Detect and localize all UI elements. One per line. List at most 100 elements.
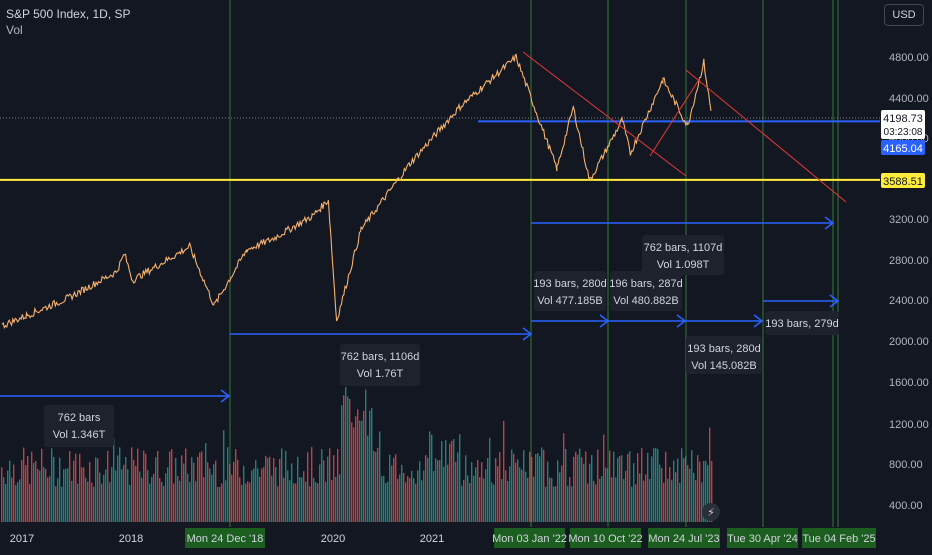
volume-bar bbox=[489, 437, 491, 522]
measure-label-line2: Vol 1.76T bbox=[357, 368, 404, 380]
volume-bar bbox=[149, 483, 151, 522]
measure-label-line1: 193 bars, 280d bbox=[687, 343, 760, 355]
volume-bar bbox=[233, 461, 235, 522]
volume-bar bbox=[331, 479, 333, 522]
volume-bar bbox=[647, 452, 649, 522]
volume-bar bbox=[77, 483, 79, 522]
time-axis-label: 2017 bbox=[10, 533, 34, 545]
volume-bar bbox=[351, 422, 353, 522]
measure-label-box bbox=[642, 235, 724, 275]
volume-bar bbox=[323, 460, 325, 522]
time-axis-highlight bbox=[494, 528, 565, 548]
volume-bar bbox=[485, 469, 487, 522]
volume-bar bbox=[117, 455, 119, 522]
measure-label-box bbox=[686, 336, 762, 374]
volume-bar bbox=[259, 476, 261, 522]
volume-bar bbox=[423, 470, 425, 522]
volume-bar bbox=[63, 469, 65, 522]
volume-bar bbox=[667, 478, 669, 522]
volume-bar bbox=[125, 456, 127, 522]
price-axis-tick: 3200.00 bbox=[889, 214, 929, 226]
volume-bar bbox=[307, 452, 309, 522]
volume-bar bbox=[95, 457, 97, 522]
volume-bar bbox=[121, 469, 123, 522]
price-axis-tick: 1200.00 bbox=[889, 419, 929, 431]
volume-bar bbox=[645, 474, 647, 522]
volume-bar bbox=[515, 462, 517, 522]
volume-bar bbox=[225, 480, 227, 522]
volume-bar bbox=[345, 387, 347, 522]
volume-bar bbox=[669, 467, 671, 522]
volume-bar bbox=[37, 468, 39, 522]
volume-bar bbox=[379, 431, 381, 522]
volume-bar bbox=[319, 464, 321, 522]
volume-bar bbox=[539, 456, 541, 522]
volume-bar bbox=[613, 451, 615, 522]
yellow-level-tag: 3588.51 bbox=[883, 176, 923, 188]
volume-bar bbox=[173, 483, 175, 522]
volume-bar bbox=[327, 456, 329, 522]
volume-bar bbox=[57, 478, 59, 522]
volume-bar bbox=[167, 467, 169, 522]
volume-bar bbox=[655, 448, 657, 522]
time-axis-label: 2021 bbox=[420, 533, 444, 545]
volume-bar bbox=[493, 484, 495, 522]
volume-bar bbox=[453, 439, 455, 522]
volume-bar bbox=[243, 465, 245, 522]
volume-bar bbox=[291, 463, 293, 522]
volume-bar bbox=[373, 450, 375, 522]
range-arrow-2-head bbox=[522, 327, 533, 341]
volume-bar bbox=[43, 467, 45, 522]
volume-bar bbox=[681, 448, 683, 522]
volume-bar bbox=[621, 455, 623, 522]
blue-level-tag-bg bbox=[881, 140, 925, 155]
volume-bar bbox=[197, 456, 199, 522]
volume-bar bbox=[703, 460, 705, 522]
volume-bar bbox=[75, 453, 77, 522]
measure-label-line2: Vol 1.346T bbox=[53, 429, 106, 441]
volume-bar bbox=[499, 452, 501, 522]
volume-bar bbox=[541, 447, 543, 522]
volume-bar bbox=[657, 449, 659, 522]
volume-bar bbox=[387, 481, 389, 522]
volume-bar bbox=[607, 468, 609, 522]
volume-bar bbox=[337, 449, 339, 522]
volume-bar bbox=[407, 476, 409, 522]
volume-bar bbox=[285, 450, 287, 522]
volume-bar bbox=[505, 470, 507, 522]
volume-bar bbox=[569, 477, 571, 522]
volume-bar bbox=[377, 447, 379, 522]
volume-bar bbox=[571, 486, 573, 522]
volume-bar bbox=[91, 482, 93, 522]
volume-bar bbox=[665, 451, 667, 522]
volume-bar bbox=[611, 477, 613, 522]
time-axis-label: 2018 bbox=[119, 533, 143, 545]
volume-bar bbox=[469, 483, 471, 522]
volume-bar bbox=[83, 467, 85, 522]
volume-bar bbox=[693, 472, 695, 522]
volume-bar bbox=[617, 457, 619, 522]
volume-bar bbox=[595, 484, 597, 522]
volume-bar bbox=[371, 408, 373, 522]
volume-bar bbox=[269, 456, 271, 522]
volume-bar bbox=[507, 481, 509, 522]
time-axis-highlight bbox=[648, 528, 720, 548]
volume-bar bbox=[521, 469, 523, 522]
volume-bar bbox=[247, 481, 249, 522]
volume-bar bbox=[455, 461, 457, 522]
volume-bar bbox=[201, 451, 203, 522]
currency-button[interactable]: USD bbox=[884, 4, 924, 26]
volume-bar bbox=[659, 464, 661, 522]
volume-bar bbox=[535, 454, 537, 522]
volume-bar bbox=[119, 447, 121, 522]
volume-bar bbox=[405, 482, 407, 522]
time-axis-label: Mon 03 Jan '22 bbox=[492, 533, 567, 545]
volume-bar bbox=[205, 443, 207, 522]
volume-bar bbox=[413, 478, 415, 522]
price-axis-background bbox=[881, 30, 932, 530]
volume-bar bbox=[179, 480, 181, 522]
volume-bar bbox=[25, 465, 27, 522]
volume-bar bbox=[649, 478, 651, 522]
